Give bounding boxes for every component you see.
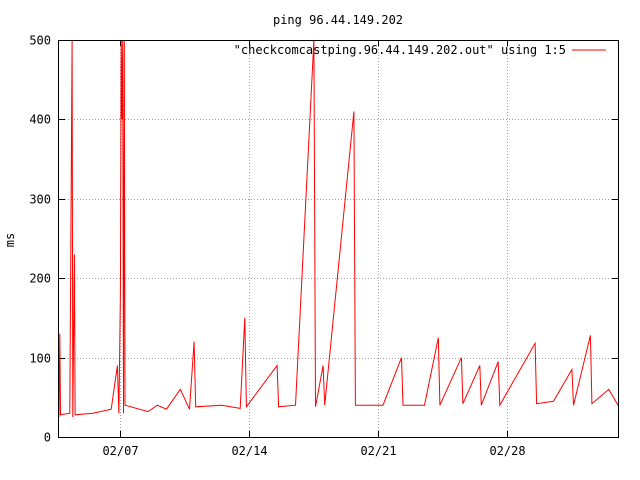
grid-layer: [59, 40, 618, 437]
y-tick-label: 0: [44, 431, 51, 445]
series-layer: [58, 39, 619, 418]
y-tick-label: 100: [29, 352, 51, 366]
chart-title: ping 96.44.149.202: [273, 13, 403, 27]
y-tick-label: 500: [29, 34, 51, 48]
x-tick-label: 02/28: [489, 444, 525, 458]
y-tick-label: 300: [29, 193, 51, 207]
plot-frame: [58, 40, 619, 438]
series-line: [58, 39, 619, 418]
x-tick-label: 02/21: [360, 444, 396, 458]
y-tick-label: 200: [29, 272, 51, 286]
y-tick-label: 400: [29, 113, 51, 127]
x-tick-label: 02/14: [231, 444, 267, 458]
x-tick-label: 02/07: [102, 444, 138, 458]
legend: "checkcomcastping.96.44.149.202.out" usi…: [234, 43, 606, 57]
y-axis-label: ms: [3, 233, 17, 247]
tick-layer: 0 100 200 300 400 500 02/07 02/14 02/21 02/28: [29, 34, 618, 458]
legend-label: "checkcomcastping.96.44.149.202.out" usi…: [234, 43, 566, 57]
